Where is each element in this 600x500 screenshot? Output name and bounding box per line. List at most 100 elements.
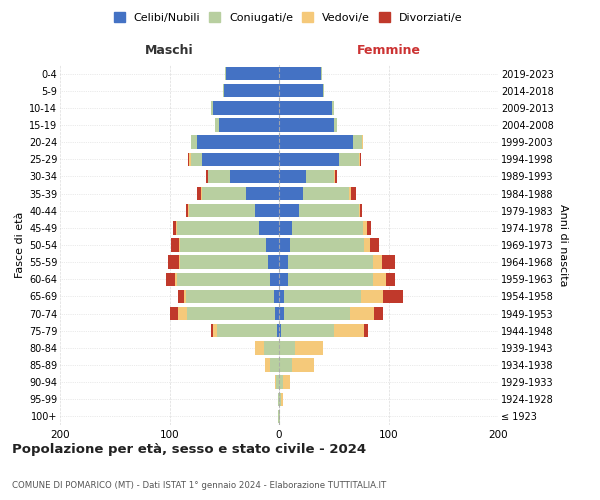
Bar (320, 67, 322, 80)
Bar (279, 341, 295, 354)
Bar (214, 324, 217, 338)
Legend: Celibi/Nubili, Coniugati/e, Vedovi/e, Divorziati/e: Celibi/Nubili, Coniugati/e, Vedovi/e, Di… (109, 8, 467, 28)
Bar (364, 221, 367, 234)
Bar (211, 101, 214, 114)
Bar (373, 272, 386, 286)
Bar (279, 307, 284, 320)
Bar (166, 272, 175, 286)
Bar (277, 324, 279, 338)
Bar (175, 272, 177, 286)
Bar (224, 84, 279, 98)
Bar (181, 238, 266, 252)
Bar (295, 341, 323, 354)
Bar (278, 392, 279, 406)
Bar (279, 324, 281, 338)
Bar (279, 152, 339, 166)
Bar (197, 136, 279, 149)
Bar (359, 152, 360, 166)
Bar (299, 204, 359, 218)
Bar (383, 290, 403, 303)
Bar (374, 307, 383, 320)
Bar (202, 187, 246, 200)
Bar (230, 170, 279, 183)
Bar (279, 84, 323, 98)
Bar (186, 204, 188, 218)
Bar (275, 307, 279, 320)
Bar (334, 118, 337, 132)
Text: Maschi: Maschi (145, 44, 194, 58)
Bar (292, 221, 364, 234)
Bar (353, 136, 362, 149)
Bar (278, 410, 279, 423)
Bar (279, 290, 284, 303)
Bar (181, 256, 268, 269)
Y-axis label: Anni di nascita: Anni di nascita (558, 204, 568, 286)
Bar (323, 84, 324, 98)
Bar (274, 290, 279, 303)
Bar (186, 290, 274, 303)
Bar (279, 272, 288, 286)
Bar (350, 307, 374, 320)
Bar (332, 101, 334, 114)
Bar (270, 358, 279, 372)
Bar (360, 204, 362, 218)
Bar (359, 204, 360, 218)
Bar (176, 221, 177, 234)
Bar (189, 152, 191, 166)
Bar (288, 272, 373, 286)
Bar (263, 341, 279, 354)
Bar (275, 376, 276, 389)
Bar (279, 170, 307, 183)
Bar (284, 290, 361, 303)
Bar (265, 358, 270, 372)
Bar (279, 392, 281, 406)
Bar (217, 324, 277, 338)
Bar (268, 256, 279, 269)
Bar (255, 204, 279, 218)
Bar (170, 238, 179, 252)
Bar (184, 290, 186, 303)
Bar (279, 118, 334, 132)
Bar (279, 187, 303, 200)
Bar (284, 307, 350, 320)
Bar (188, 204, 189, 218)
Bar (188, 152, 189, 166)
Bar (191, 152, 202, 166)
Bar (279, 256, 288, 269)
Bar (270, 272, 279, 286)
Bar (169, 256, 179, 269)
Bar (211, 324, 214, 338)
Bar (177, 272, 270, 286)
Bar (281, 392, 283, 406)
Bar (279, 238, 290, 252)
Bar (290, 238, 364, 252)
Bar (361, 290, 383, 303)
Bar (386, 272, 395, 286)
Bar (335, 170, 337, 183)
Bar (349, 187, 351, 200)
Bar (201, 187, 202, 200)
Bar (266, 238, 279, 252)
Bar (206, 170, 208, 183)
Y-axis label: Fasce di età: Fasce di età (14, 212, 25, 278)
Bar (279, 358, 292, 372)
Bar (334, 324, 364, 338)
Bar (279, 136, 353, 149)
Bar (177, 221, 259, 234)
Bar (178, 290, 184, 303)
Bar (370, 238, 379, 252)
Bar (208, 170, 230, 183)
Bar (276, 376, 279, 389)
Bar (189, 204, 255, 218)
Bar (173, 221, 176, 234)
Text: Popolazione per età, sesso e stato civile - 2024: Popolazione per età, sesso e stato civil… (12, 442, 366, 456)
Bar (246, 187, 279, 200)
Bar (179, 256, 181, 269)
Bar (367, 221, 371, 234)
Bar (191, 136, 197, 149)
Bar (373, 256, 382, 269)
Bar (214, 101, 279, 114)
Bar (179, 238, 181, 252)
Bar (292, 358, 314, 372)
Bar (279, 67, 320, 80)
